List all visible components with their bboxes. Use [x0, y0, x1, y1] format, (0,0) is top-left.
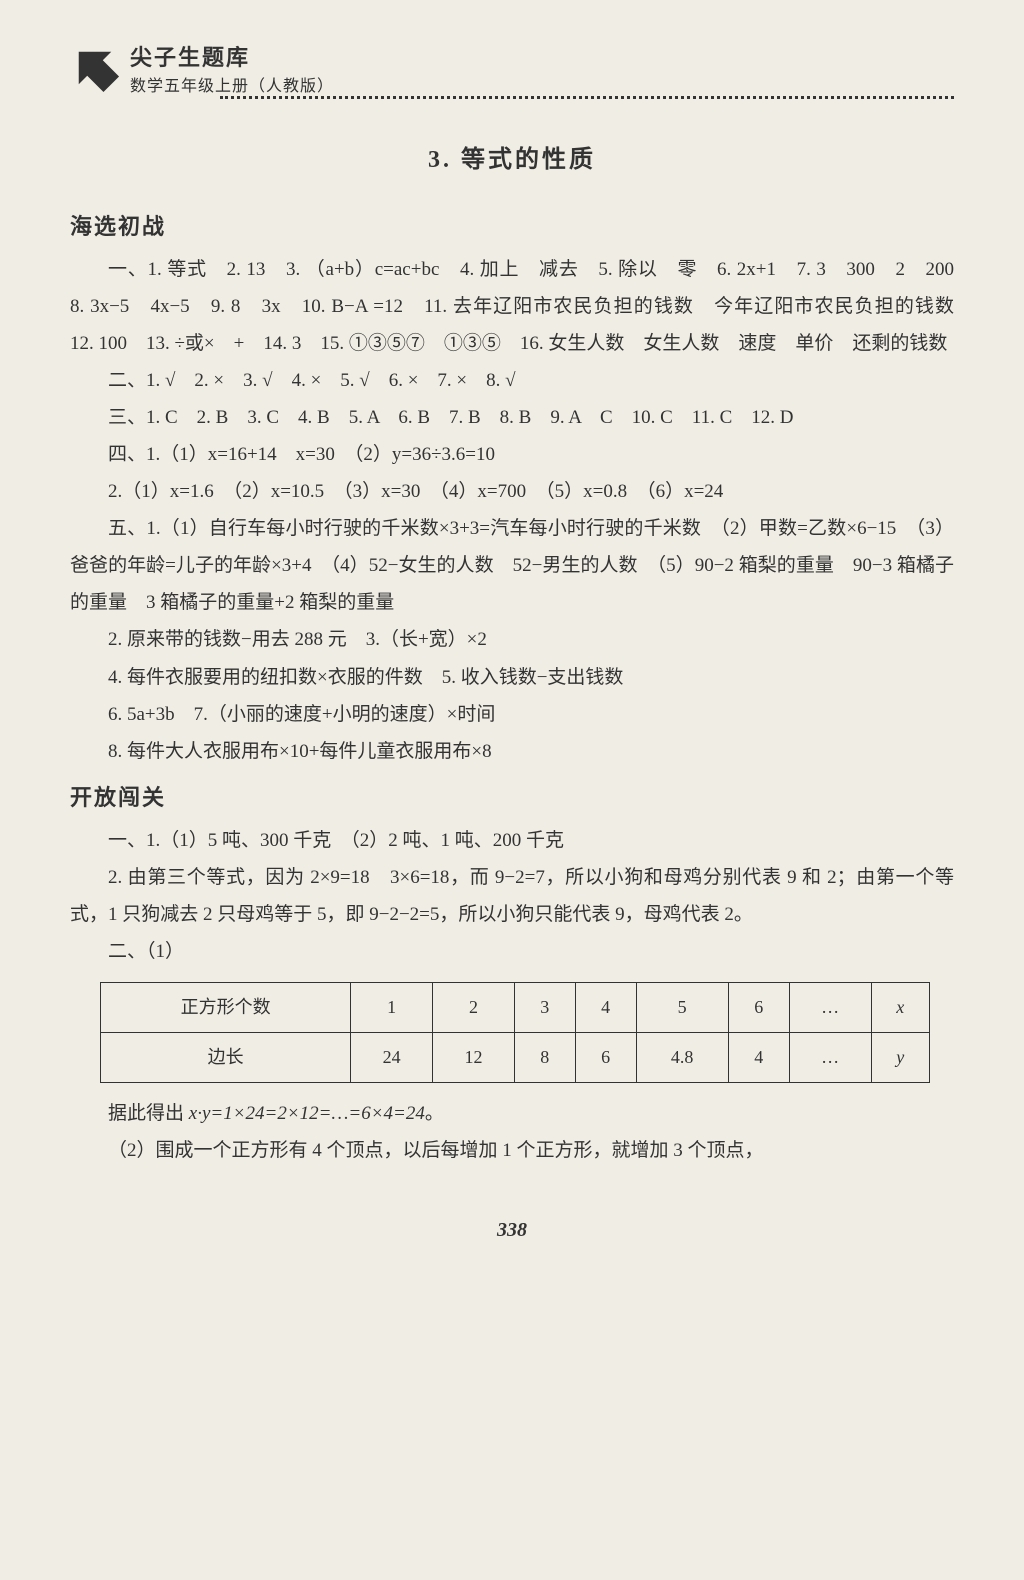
- text-suffix: 。: [425, 1103, 444, 1124]
- table-cell: 5: [636, 982, 728, 1032]
- answer-line: （2）围成一个正方形有 4 个顶点，以后每增加 1 个正方形，就增加 3 个顶点…: [70, 1132, 954, 1169]
- formula-text: x·y=1×24=2×12=…=6×4=24: [189, 1103, 425, 1124]
- table-cell: …: [789, 1032, 871, 1082]
- table-cell: …: [789, 982, 871, 1032]
- answer-line: 2.（1）x=1.6 （2）x=10.5 （3）x=30 （4）x=700 （5…: [70, 473, 954, 510]
- table-cell: 4: [728, 1032, 789, 1082]
- answer-line: 五、1.（1）自行车每小时行驶的千米数×3+3=汽车每小时行驶的千米数 （2）甲…: [70, 510, 954, 621]
- table-cell: 12: [433, 1032, 515, 1082]
- table-cell: 6: [575, 1032, 636, 1082]
- table-cell: 24: [351, 1032, 433, 1082]
- answer-line: 一、1.（1）5 吨、300 千克 （2）2 吨、1 吨、200 千克: [70, 822, 954, 859]
- page-header: 尖子生题库 数学五年级上册（人教版）: [70, 40, 954, 96]
- page-number: 338: [70, 1219, 954, 1242]
- table-cell: 1: [351, 982, 433, 1032]
- table-cell: 6: [728, 982, 789, 1032]
- table-cell: 4: [575, 982, 636, 1032]
- book-subtitle: 数学五年级上册（人教版）: [130, 72, 334, 96]
- table-cell: 2: [433, 982, 515, 1032]
- text-prefix: 据此得出: [108, 1103, 189, 1124]
- content-haixuan: 一、1. 等式 2. 13 3. （a+b）c=ac+bc 4. 加上 减去 5…: [70, 251, 954, 770]
- book-title: 尖子生题库: [130, 40, 334, 72]
- content-kaifang: 一、1.（1）5 吨、300 千克 （2）2 吨、1 吨、200 千克 2. 由…: [70, 822, 954, 1169]
- table-cell: y: [871, 1032, 930, 1082]
- table-cell: x: [871, 982, 930, 1032]
- page-container: 尖子生题库 数学五年级上册（人教版） 3. 等式的性质 海选初战 一、1. 等式…: [0, 0, 1024, 1282]
- dotted-divider: [220, 96, 954, 99]
- answer-line: 2. 原来带的钱数−用去 288 元 3.（长+宽）×2: [70, 621, 954, 658]
- table-cell: 4.8: [636, 1032, 728, 1082]
- table-row: 边长 24 12 8 6 4.8 4 … y: [101, 1032, 930, 1082]
- answer-line: 8. 每件大人衣服用布×10+每件儿童衣服用布×8: [70, 733, 954, 770]
- answer-line: 二、（1）: [70, 933, 954, 970]
- answer-line: 四、1.（1）x=16+14 x=30 （2）y=36÷3.6=10: [70, 436, 954, 473]
- answer-line: 二、1. √ 2. × 3. √ 4. × 5. √ 6. × 7. × 8. …: [70, 362, 954, 399]
- data-table: 正方形个数 1 2 3 4 5 6 … x 边长 24 12 8 6 4.8: [100, 982, 930, 1083]
- subheading-haixuan: 海选初战: [70, 209, 954, 241]
- header-text-group: 尖子生题库 数学五年级上册（人教版）: [130, 40, 334, 96]
- answer-line: 一、1. 等式 2. 13 3. （a+b）c=ac+bc 4. 加上 减去 5…: [70, 251, 954, 362]
- table-cell: 8: [514, 1032, 575, 1082]
- subheading-kaifang: 开放闯关: [70, 780, 954, 812]
- row-header: 边长: [101, 1032, 351, 1082]
- table-cell: 3: [514, 982, 575, 1032]
- table-row: 正方形个数 1 2 3 4 5 6 … x: [101, 982, 930, 1032]
- answer-line: 2. 由第三个等式，因为 2×9=18 3×6=18，而 9−2=7，所以小狗和…: [70, 859, 954, 933]
- arrow-icon: [70, 43, 120, 93]
- row-header: 正方形个数: [101, 982, 351, 1032]
- answer-line: 据此得出 x·y=1×24=2×12=…=6×4=24。: [70, 1095, 954, 1132]
- section-title: 3. 等式的性质: [70, 139, 954, 174]
- table-wrapper: 正方形个数 1 2 3 4 5 6 … x 边长 24 12 8 6 4.8: [100, 982, 954, 1083]
- answer-line: 6. 5a+3b 7.（小丽的速度+小明的速度）×时间: [70, 696, 954, 733]
- answer-line: 4. 每件衣服要用的纽扣数×衣服的件数 5. 收入钱数−支出钱数: [70, 659, 954, 696]
- answer-line: 三、1. C 2. B 3. C 4. B 5. A 6. B 7. B 8. …: [70, 399, 954, 436]
